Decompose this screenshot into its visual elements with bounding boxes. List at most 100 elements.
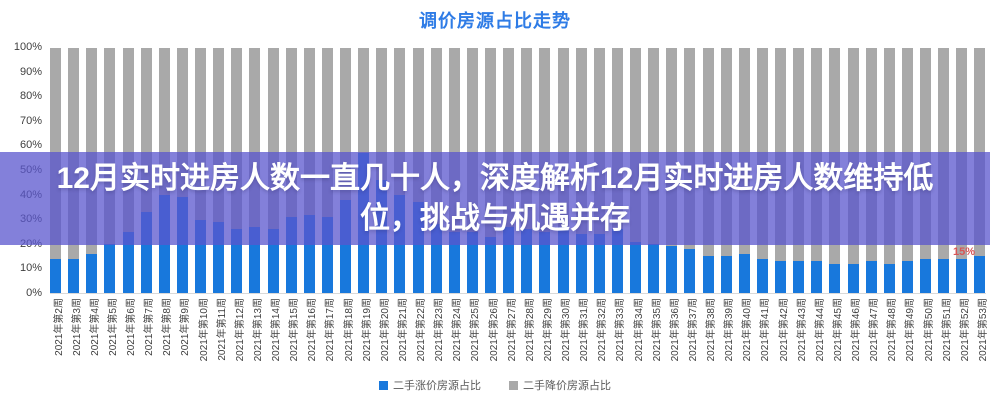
bar-segment-down <box>412 48 424 203</box>
x-tick: 2021年第42周 <box>775 298 790 376</box>
bar-segment-down <box>86 48 98 254</box>
x-tick-label: 2021年第3周 <box>71 298 83 356</box>
x-tick-label: 2021年第53周 <box>977 298 989 362</box>
x-tick: 2021年第17周 <box>322 298 337 376</box>
bar-segment-up <box>666 246 678 293</box>
x-tick: 2021年第26周 <box>485 298 500 376</box>
bar-segment-down <box>485 48 496 237</box>
x-tick: 2021年第6周 <box>123 298 137 376</box>
x-tick-label: 2021年第12周 <box>234 298 246 362</box>
x-tick-label: 2021年第28周 <box>524 298 536 362</box>
x-tick-label: 2021年第29周 <box>542 298 554 362</box>
x-tick-label: 2021年第17周 <box>325 298 337 362</box>
bar-segment-up <box>557 226 569 293</box>
x-tick-label: 2021年第7周 <box>144 298 156 356</box>
bar-segment-up <box>122 231 134 293</box>
x-tick-label: 2021年第44周 <box>814 298 826 362</box>
bar-segment-down <box>303 48 315 215</box>
bar-column <box>122 48 134 293</box>
x-tick-label: 2021年第22周 <box>416 298 427 362</box>
x-tick: 2021年第22周 <box>413 298 427 376</box>
bar-segment-up <box>575 234 587 293</box>
bar-segment-down <box>394 48 406 195</box>
x-tick-label: 2021年第13周 <box>252 298 264 362</box>
bar-segment-down <box>539 48 551 232</box>
x-tick-label: 2021年第52周 <box>959 298 971 362</box>
x-tick-label: 2021年第25周 <box>470 298 482 362</box>
x-tick: 2021年第18周 <box>340 298 355 376</box>
x-tick-label: 2021年第2周 <box>53 298 65 356</box>
x-tick-label: 2021年第16周 <box>307 298 319 362</box>
y-tick-label: 80% <box>19 90 42 103</box>
bar-segment-up <box>321 217 333 293</box>
bar-segment-down <box>684 48 696 249</box>
x-tick-label: 2021年第41周 <box>760 298 772 362</box>
bar-segment-up <box>448 231 460 293</box>
x-tick: 2021年第34周 <box>630 298 645 376</box>
bar-segment-down <box>321 48 333 218</box>
x-tick: 2021年第8周 <box>159 298 174 376</box>
x-tick-label: 2021年第46周 <box>851 298 862 362</box>
x-tick: 2021年第2周 <box>50 298 65 376</box>
bar-segment-down <box>593 48 605 235</box>
x-tick: 2021年第7周 <box>141 298 156 376</box>
bar-segment-down <box>140 48 152 213</box>
x-tick: 2021年第21周 <box>394 298 409 376</box>
bar-column <box>140 48 152 293</box>
bar-column <box>630 48 641 293</box>
x-tick: 2021年第52周 <box>956 298 971 376</box>
last-bar-value-label: 15% <box>953 246 976 258</box>
legend-swatch-down-icon <box>509 380 518 390</box>
bar-segment-up <box>811 261 823 293</box>
bar-segment-up <box>920 258 931 293</box>
bar-segment-down <box>249 48 261 227</box>
legend-label-down: 二手降价房源占比 <box>523 380 611 392</box>
x-tick-label: 2021年第24周 <box>452 298 464 362</box>
bar-segment-up <box>521 229 533 293</box>
x-tick: 2021年第3周 <box>68 298 83 376</box>
x-tick-label: 2021年第35周 <box>651 298 663 362</box>
x-tick: 2021年第13周 <box>249 298 264 376</box>
bar-segment-up <box>249 226 261 293</box>
bar-segment-down <box>104 48 116 244</box>
bar-segment-down <box>738 48 750 254</box>
overlay-banner: 12月实时进房人数一直几十人，深度解析12月实时进房人数维持低 位，挑战与机遇并… <box>0 152 990 245</box>
x-tick: 2021年第51周 <box>938 298 953 376</box>
x-tick: 2021年第46周 <box>848 298 862 376</box>
bar-column <box>448 48 460 293</box>
bar-column <box>485 48 496 293</box>
x-tick-label: 2021年第33周 <box>615 298 627 362</box>
x-tick: 2021年第9周 <box>177 298 191 376</box>
x-tick: 2021年第5周 <box>104 298 119 376</box>
bar-segment-down <box>285 48 297 218</box>
y-tick-label: 60% <box>19 139 42 152</box>
x-tick: 2021年第45周 <box>829 298 844 376</box>
bar-segment-down <box>340 48 351 200</box>
bar-segment-up <box>68 258 80 293</box>
bar-segment-down <box>376 48 388 181</box>
bar-segment-down <box>358 48 370 154</box>
bar-column <box>412 48 424 293</box>
x-tick: 2021年第19周 <box>358 298 373 376</box>
bar-column <box>684 48 696 293</box>
y-tick-label: 70% <box>19 114 42 127</box>
x-tick-label: 2021年第8周 <box>162 298 174 356</box>
x-tick-label: 2021年第27周 <box>506 298 518 362</box>
chart-title: 调价房源占比走势 <box>419 11 571 31</box>
x-tick-label: 2021年第42周 <box>778 298 790 362</box>
bar-column <box>303 48 315 293</box>
bar-column <box>611 48 623 293</box>
bar-segment-up <box>539 231 551 293</box>
bar-column <box>195 48 206 293</box>
bar-column <box>557 48 569 293</box>
legend-label-up: 二手涨价房源占比 <box>393 380 481 392</box>
bar-segment-down <box>521 48 533 230</box>
bar-segment-up <box>829 263 841 293</box>
bar-segment-up <box>593 234 605 293</box>
x-tick-label: 2021年第26周 <box>488 298 500 362</box>
x-tick: 2021年第14周 <box>268 298 282 376</box>
legend-item-up: 二手涨价房源占比 <box>379 377 481 393</box>
bar-segment-down <box>466 48 478 232</box>
x-tick-label: 2021年第31周 <box>579 298 591 362</box>
x-tick: 2021年第50周 <box>920 298 935 376</box>
